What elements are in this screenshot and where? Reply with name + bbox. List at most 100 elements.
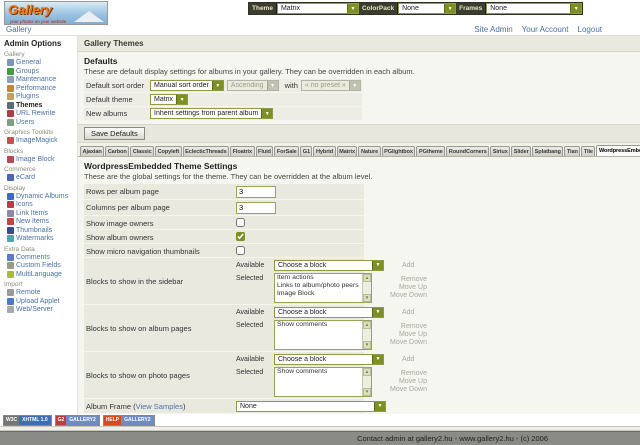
sidebar-item-remote[interactable]: Remote: [4, 289, 77, 297]
show-image-owners-checkbox[interactable]: [236, 217, 245, 227]
sidebar-item-image-block[interactable]: Image Block: [4, 156, 77, 164]
select-choose-a-block[interactable]: Choose a block ▼: [274, 306, 384, 318]
sidebar-item-custom-fields[interactable]: Custom Fields: [4, 262, 77, 270]
tab-floatrix[interactable]: Floatrix: [230, 146, 255, 156]
select-none[interactable]: None ▼: [486, 3, 583, 14]
move-up-link[interactable]: Move Up: [398, 377, 427, 385]
select-choose-a-block[interactable]: Choose a block ▼: [274, 353, 384, 365]
your-account-link[interactable]: Your Account: [521, 25, 569, 34]
sidebar-item-upload-applet[interactable]: Upload Applet: [4, 298, 77, 306]
select-choose-a-block[interactable]: Choose a block ▼: [274, 259, 384, 271]
select-inherit-settings-from-parent-album[interactable]: Inherit settings from parent album ▼: [150, 108, 274, 119]
sidebar-item-watermarks[interactable]: Watermarks: [4, 235, 77, 243]
selected-blocks-list[interactable]: Item actions Links to album/photo peers Im…: [274, 272, 372, 303]
remove-link[interactable]: Remove: [400, 369, 427, 377]
tab-nature[interactable]: Nature: [358, 146, 381, 156]
scroll-up-icon[interactable]: ▲: [363, 320, 371, 329]
scrollbar[interactable]: ▲ ▼: [362, 320, 371, 349]
sidebar-item-imagemagick[interactable]: ImageMagick: [4, 137, 77, 145]
select-none[interactable]: None ▼: [236, 400, 386, 412]
select-ascending[interactable]: Ascending ▼: [226, 80, 279, 91]
sidebar-item-users[interactable]: Users: [4, 119, 77, 127]
scrollbar[interactable]: ▲ ▼: [362, 367, 371, 396]
tab-hybrid[interactable]: Hybrid: [313, 146, 336, 156]
gallery-logo[interactable]: Gallery your photos on your website: [4, 1, 108, 25]
remove-link[interactable]: Remove: [400, 322, 427, 330]
tab-tian[interactable]: Tian: [564, 146, 581, 156]
w3c-xhtml-badge[interactable]: W3C XHTML 1.0: [3, 414, 52, 426]
columns-per-album-page-input[interactable]: [236, 201, 276, 214]
sidebar-item-icons[interactable]: Icons: [4, 201, 77, 209]
remove-link[interactable]: Remove: [400, 275, 427, 283]
select-matrix[interactable]: Matrix ▼: [276, 3, 359, 14]
sidebar-item-plugins[interactable]: Plugins: [4, 93, 77, 101]
sidebar-item-multilanguage[interactable]: MultiLanguage: [4, 271, 77, 279]
tab-copyleft[interactable]: Copyleft: [155, 146, 182, 156]
sidebar-item-performance[interactable]: Performance: [4, 85, 77, 93]
sidebar-item-themes[interactable]: Themes: [4, 102, 77, 110]
show-album-owners-checkbox[interactable]: [236, 231, 245, 241]
add-link[interactable]: Add: [402, 308, 415, 316]
sidebar-item-comments[interactable]: Comments: [4, 254, 77, 262]
sidebar-item-url-rewrite[interactable]: URL Rewrite: [4, 110, 77, 118]
scroll-down-icon[interactable]: ▼: [363, 387, 371, 396]
tab-pglightbox[interactable]: PGlightbox: [381, 146, 416, 156]
logout-link[interactable]: Logout: [577, 25, 602, 34]
list-item[interactable]: Links to album/photo peers: [277, 281, 359, 289]
sidebar-item-ecard[interactable]: eCard: [4, 174, 77, 182]
selected-blocks-list[interactable]: Show comments ▲ ▼: [274, 366, 372, 397]
gallery2-badge[interactable]: G2 GALLERY2: [54, 414, 100, 426]
tab-fluid[interactable]: Fluid: [255, 146, 274, 156]
sidebar-item-web-server[interactable]: Web/Server: [4, 306, 77, 314]
scroll-down-icon[interactable]: ▼: [363, 340, 371, 349]
selected-blocks-list[interactable]: Show comments ▲ ▼: [274, 319, 372, 350]
move-up-link[interactable]: Move Up: [398, 330, 427, 338]
add-link[interactable]: Add: [402, 261, 415, 269]
list-item[interactable]: Show comments: [277, 320, 328, 328]
sidebar-item-groups[interactable]: Groups: [4, 68, 77, 76]
move-down-link[interactable]: Move Down: [390, 385, 427, 393]
select-none[interactable]: None ▼: [398, 3, 457, 14]
scroll-up-icon[interactable]: ▲: [363, 273, 371, 282]
list-item[interactable]: Image Block: [277, 289, 315, 297]
tab-siriux[interactable]: Siriux: [490, 146, 511, 156]
sidebar-item-general[interactable]: General: [4, 59, 77, 67]
move-up-link[interactable]: Move Up: [398, 283, 427, 291]
help-gallery2-badge[interactable]: HELP GALLERY2: [102, 414, 155, 426]
scrollbar[interactable]: ▲ ▼: [362, 273, 371, 302]
gallery-home-link[interactable]: Gallery: [6, 25, 32, 34]
tab-pgtheme[interactable]: PGtheme: [416, 146, 446, 156]
list-item[interactable]: Show comments: [277, 367, 328, 375]
sidebar-item-dynamic-albums[interactable]: Dynamic Albums: [4, 193, 77, 201]
sidebar-item-new-items[interactable]: New Items: [4, 218, 77, 226]
tab-carbon[interactable]: Carbon: [105, 146, 130, 156]
tab-wordpressembedded[interactable]: WordpressEmbedded: [596, 145, 640, 156]
scroll-down-icon[interactable]: ▼: [363, 293, 371, 302]
sidebar-item-link-items[interactable]: Link Items: [4, 210, 77, 218]
select-no-preset[interactable]: « no preset » ▼: [300, 80, 361, 91]
site-admin-link[interactable]: Site Admin: [474, 25, 513, 34]
select-manual-sort-order[interactable]: Manual sort order ▼: [150, 80, 224, 91]
tab-forsale[interactable]: ForSale: [274, 146, 300, 156]
list-item[interactable]: Item actions: [277, 273, 314, 281]
tab-matrix[interactable]: Matrix: [336, 146, 358, 156]
save-defaults-button[interactable]: Save Defaults: [84, 127, 145, 140]
tab-eclecticthreads[interactable]: EclecticThreads: [182, 146, 230, 156]
rows-per-album-page-input[interactable]: [236, 185, 276, 198]
select-matrix[interactable]: Matrix ▼: [150, 94, 189, 105]
tab-roundcorners[interactable]: RoundCorners: [446, 146, 490, 156]
tab-slider[interactable]: Slider: [511, 146, 532, 156]
tab-ajaxian[interactable]: Ajaxian: [80, 146, 105, 156]
sidebar-item-maintenance[interactable]: Maintenance: [4, 76, 77, 84]
scroll-up-icon[interactable]: ▲: [363, 367, 371, 376]
sidebar-item-thumbnails[interactable]: Thumbnails: [4, 227, 77, 235]
tab-g1[interactable]: G1: [300, 146, 313, 156]
move-down-link[interactable]: Move Down: [390, 291, 427, 299]
tab-tile[interactable]: Tile: [581, 146, 596, 156]
view-samples-link[interactable]: View Samples: [135, 401, 183, 411]
show-micro-navigation-thumbnails-checkbox[interactable]: [236, 245, 245, 255]
tab-classic[interactable]: Classic: [130, 146, 155, 156]
move-down-link[interactable]: Move Down: [390, 338, 427, 346]
add-link[interactable]: Add: [402, 355, 415, 363]
tab-splatbang[interactable]: Splatbang: [532, 146, 564, 156]
